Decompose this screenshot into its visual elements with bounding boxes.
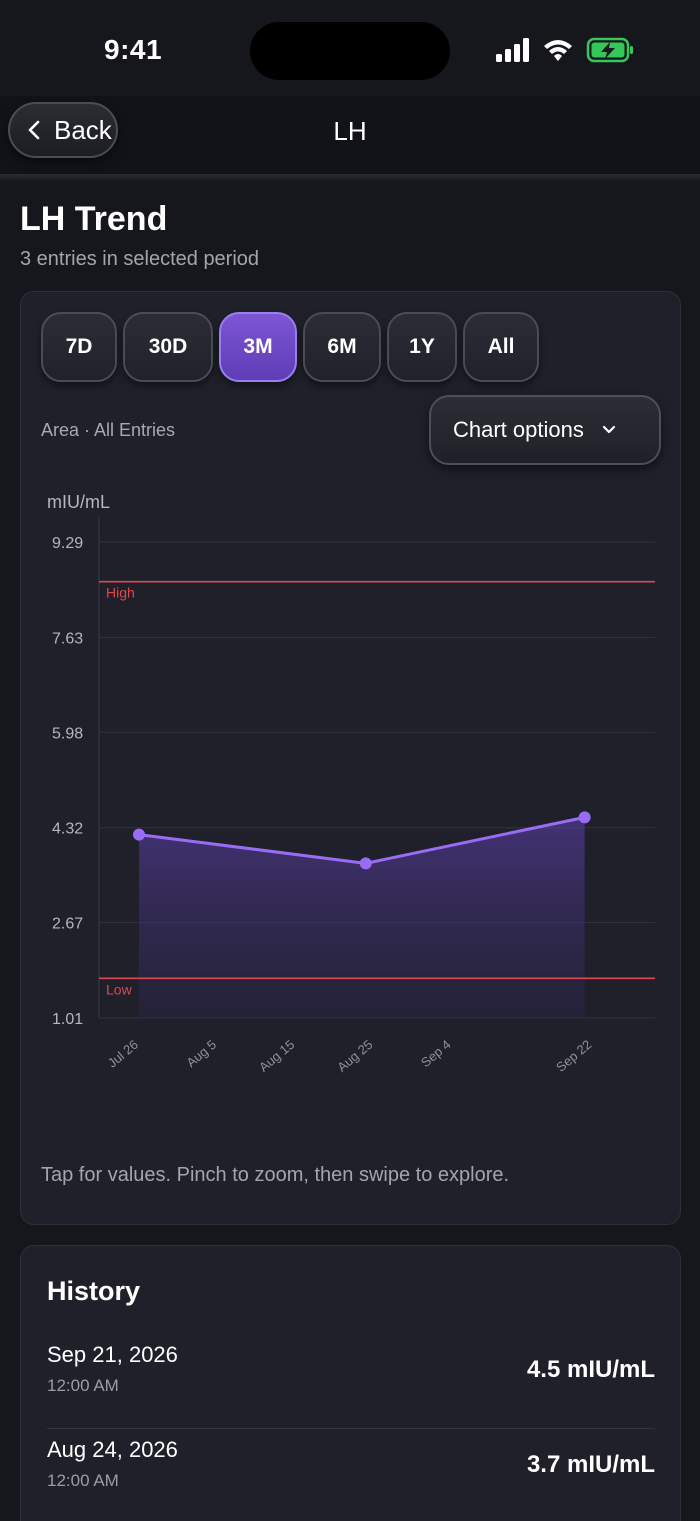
- page-subtitle: 3 entries in selected period: [20, 248, 260, 270]
- range-3m-button[interactable]: 3M: [219, 312, 297, 382]
- history-value: 4.5 mIU/mL: [526, 1356, 655, 1383]
- dynamic-island: [250, 22, 450, 80]
- data-point[interactable]: [578, 811, 591, 824]
- wifi-icon: [544, 40, 572, 61]
- battery-charging-icon: [586, 37, 633, 63]
- x-tick-label: Aug 15: [256, 1037, 297, 1075]
- status-time: 9:41: [104, 34, 163, 65]
- history-time: 12:00 AM: [47, 1471, 119, 1490]
- y-tick-label: 7.63: [52, 630, 83, 647]
- y-tick-label: 4.32: [52, 821, 83, 838]
- row-divider: [47, 1428, 655, 1429]
- chart-hint: Tap for values. Pinch to zoom, then swip…: [41, 1164, 510, 1186]
- x-tick-label: Sep 4: [418, 1037, 454, 1070]
- back-button[interactable]: Back: [8, 102, 118, 158]
- chart-options-button[interactable]: Chart options: [429, 395, 661, 465]
- chart-meta: Area · All Entries: [41, 420, 176, 440]
- history-date: Sep 21, 2026: [47, 1342, 178, 1367]
- history-date: Aug 24, 2026: [47, 1437, 178, 1462]
- nav-divider: [0, 174, 700, 180]
- signal-icon: [496, 38, 529, 62]
- history-card: History Sep 21, 2026 12:00 AM 4.5 mIU/mL…: [20, 1245, 681, 1521]
- range-6m-button[interactable]: 6M: [303, 312, 381, 382]
- x-tick-label: Aug 25: [334, 1037, 375, 1075]
- range-1y-button[interactable]: 1Y: [387, 312, 457, 382]
- history-time: 12:00 AM: [47, 1376, 119, 1395]
- nav-title: LH: [333, 116, 367, 146]
- history-title: History: [47, 1276, 141, 1306]
- history-row[interactable]: Aug 24, 2026 12:00 AM 3.7 mIU/mL: [47, 1429, 655, 1521]
- chart-card: 7D 30D 3M 6M 1Y All Area · All Entries C…: [20, 291, 681, 1225]
- x-tick-label: Aug 5: [183, 1037, 219, 1070]
- threshold-label-high: High: [106, 585, 135, 601]
- y-axis-label: mIU/mL: [47, 492, 110, 512]
- range-all-button[interactable]: All: [463, 312, 539, 382]
- y-tick-label: 1.01: [52, 1011, 83, 1028]
- data-point[interactable]: [133, 828, 145, 841]
- back-button-label: Back: [54, 114, 112, 145]
- y-tick-label: 5.98: [52, 725, 83, 742]
- y-tick-label: 2.67: [52, 916, 83, 933]
- area-fill: [139, 817, 585, 1018]
- chart-options-label: Chart options: [453, 417, 584, 442]
- status-bar: 9:41: [0, 0, 700, 100]
- chevron-left-icon: [28, 120, 40, 140]
- threshold-label-low: Low: [106, 981, 133, 997]
- history-row[interactable]: Sep 21, 2026 12:00 AM 4.5 mIU/mL: [47, 1334, 655, 1429]
- chevron-down-icon: [602, 425, 615, 434]
- data-point[interactable]: [359, 857, 372, 870]
- y-tick-label: 9.29: [52, 535, 83, 552]
- range-30d-button[interactable]: 30D: [123, 312, 213, 382]
- status-icons: [496, 37, 633, 63]
- x-tick-label: Sep 22: [553, 1037, 594, 1075]
- history-value: 3.7 mIU/mL: [526, 1451, 655, 1478]
- nav-bar: Back LH: [0, 96, 700, 178]
- range-7d-button[interactable]: 7D: [41, 312, 117, 382]
- x-tick-label: Jul 26: [105, 1037, 141, 1071]
- page-title: LH Trend: [20, 200, 168, 238]
